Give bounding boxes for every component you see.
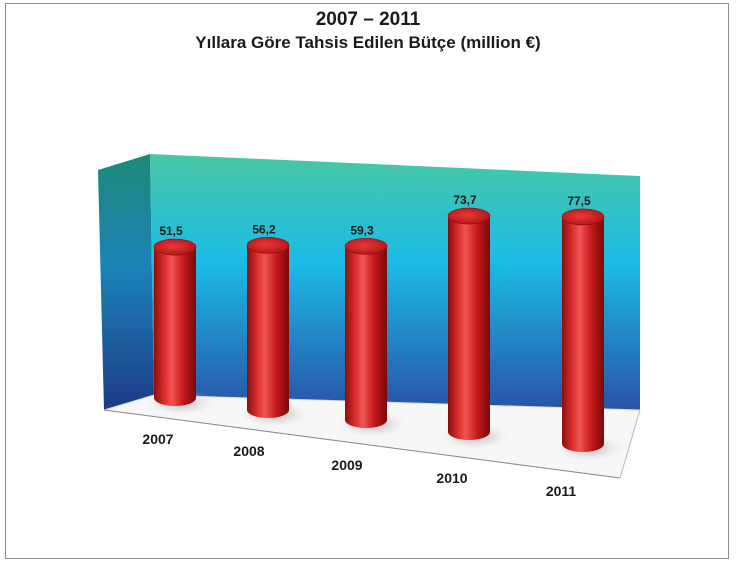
data-label: 77,5 — [567, 194, 591, 208]
chart-subtitle: Yıllara Göre Tahsis Edilen Bütçe (millio… — [195, 33, 541, 52]
x-axis-line — [103, 409, 621, 479]
bar-2008 — [241, 237, 307, 427]
bar-body — [345, 246, 387, 428]
data-label: 51,5 — [159, 224, 183, 238]
bar-top — [447, 207, 491, 225]
x-tick-labels-group: 2007 2008 2009 2010 2011 — [142, 431, 576, 499]
data-labels-group: 51,5 56,2 59,3 73,7 77,5 — [159, 193, 591, 238]
bar-body — [562, 216, 604, 452]
chart-side-wall — [98, 154, 154, 410]
bar-top — [561, 208, 605, 226]
x-tick-label: 2007 — [142, 431, 173, 447]
bar-2011 — [556, 208, 622, 461]
chart-title-block: 2007 – 2011 Yıllara Göre Tahsis Edilen B… — [0, 8, 736, 54]
x-tick-label: 2008 — [233, 443, 264, 459]
bar-top — [153, 238, 197, 256]
data-label: 73,7 — [453, 193, 477, 207]
x-tick-label: 2011 — [546, 483, 577, 499]
bars-group — [148, 207, 622, 461]
bar-body — [448, 216, 490, 440]
data-label: 56,2 — [252, 222, 276, 236]
bar-body — [154, 247, 196, 406]
x-tick-label: 2009 — [331, 457, 362, 473]
chart-title: 2007 – 2011 — [315, 9, 421, 30]
bar-body — [247, 245, 289, 418]
bar-2007 — [148, 238, 214, 415]
bar-2009 — [339, 237, 405, 437]
data-label: 59,3 — [350, 223, 374, 237]
floor-right-edge — [619, 409, 641, 479]
bar-top — [246, 237, 290, 254]
bar-top — [344, 237, 388, 255]
bar-2010 — [442, 207, 508, 449]
x-tick-label: 2010 — [436, 470, 467, 486]
